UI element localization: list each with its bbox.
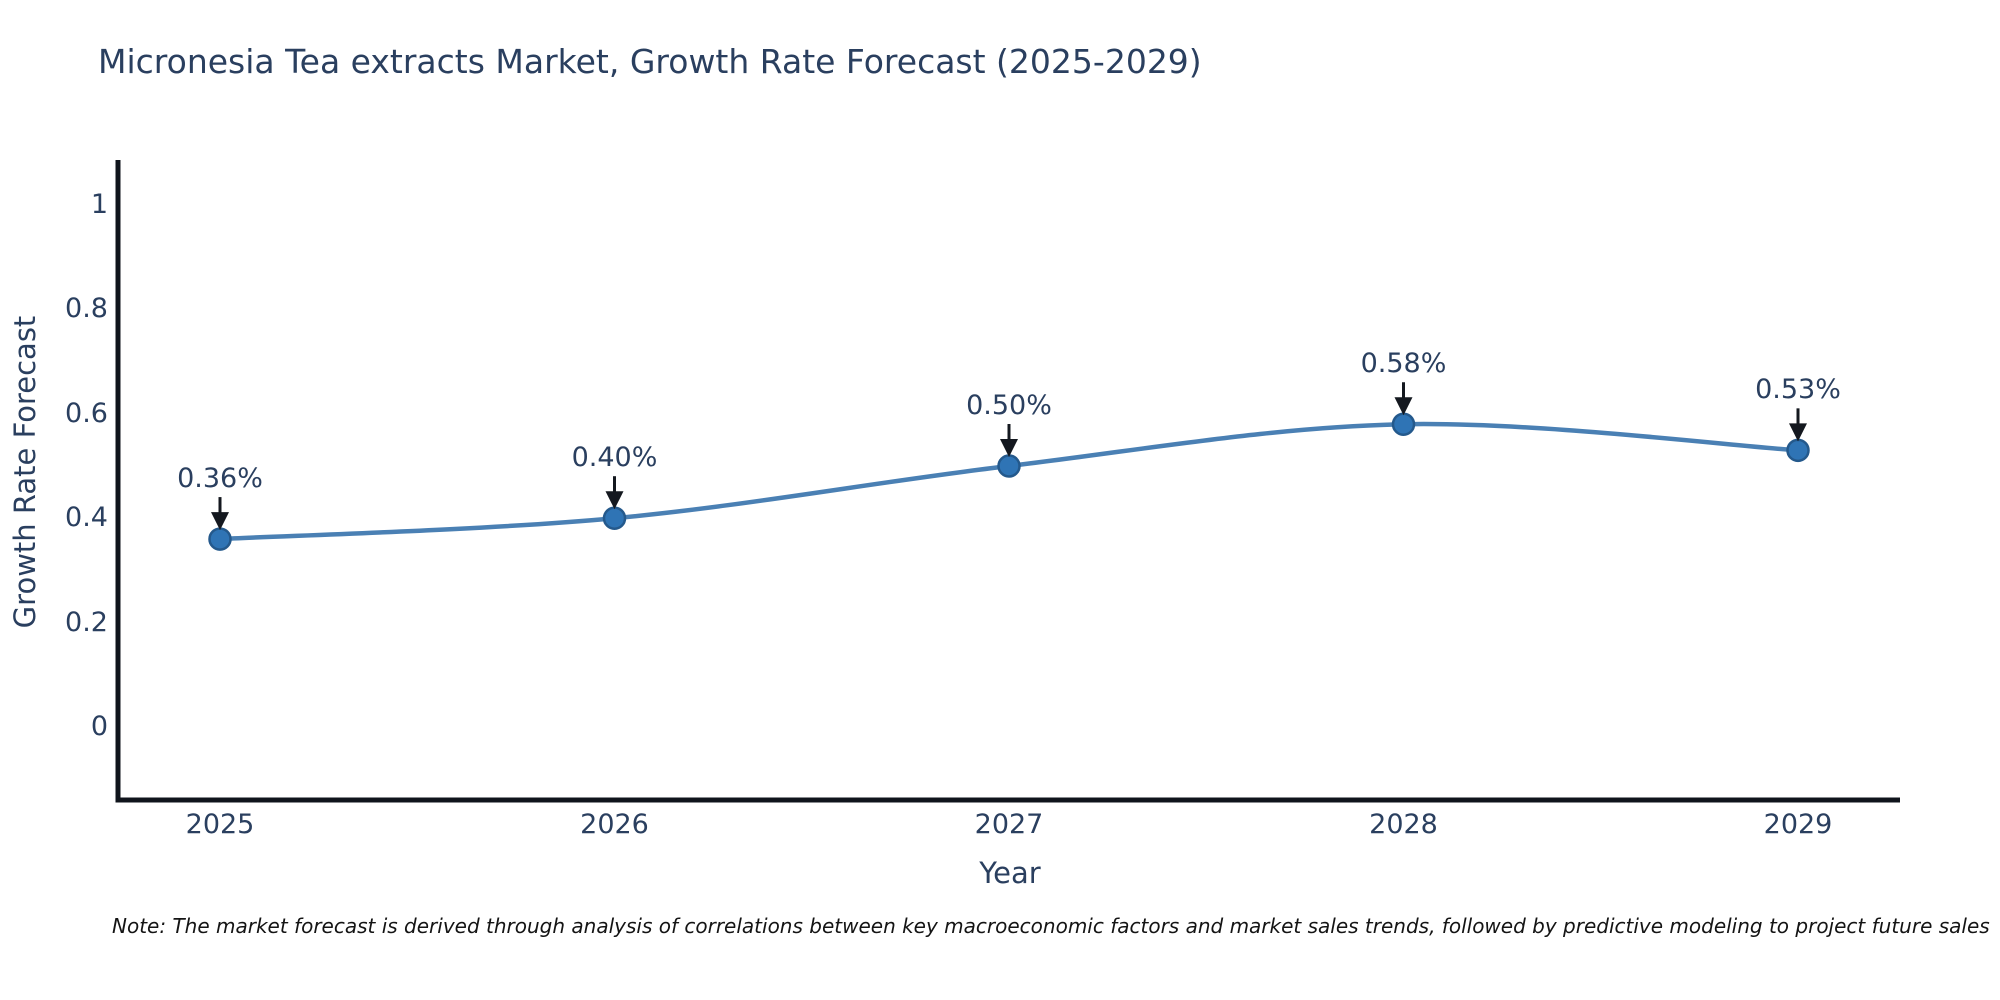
annotation-arrow-head (1000, 439, 1018, 457)
y-tick-label: 0 (90, 711, 108, 742)
chart-title: Micronesia Tea extracts Market, Growth R… (98, 42, 1202, 81)
data-point-marker (1391, 412, 1416, 436)
x-tick-label: 2029 (1763, 809, 1833, 840)
y-tick-label: 0.6 (65, 397, 108, 429)
x-tick-label: 2027 (974, 809, 1044, 840)
data-point-label: 0.53% (1755, 374, 1841, 406)
data-point-marker (997, 454, 1021, 478)
data-point-label: 0.58% (1360, 348, 1447, 380)
x-tick-label: 2026 (580, 809, 649, 840)
y-tick-label: 1 (90, 189, 108, 220)
y-axis-title: Growth Rate Forecast (8, 315, 42, 629)
data-point-label: 0.40% (571, 442, 658, 474)
data-point-label: 0.50% (966, 390, 1052, 421)
annotation-arrow-head (605, 491, 624, 510)
footnote: Note: The market forecast is derived thr… (112, 914, 1990, 938)
x-tick-label: 2025 (185, 809, 255, 840)
data-point-marker (602, 506, 627, 530)
y-tick-label: 0.8 (65, 293, 108, 325)
data-point-marker (1786, 438, 1810, 463)
data-point-label: 0.36% (177, 463, 263, 495)
y-tick-label: 0.4 (65, 502, 108, 534)
annotation-arrow-head (1394, 397, 1413, 416)
y-tick-label: 0.2 (65, 606, 108, 638)
x-tick-label: 2028 (1369, 809, 1438, 840)
x-axis-title: Year (979, 856, 1041, 890)
annotation-arrow-head (211, 512, 229, 531)
data-point-marker (208, 527, 232, 551)
annotation-arrow-head (1789, 423, 1807, 442)
